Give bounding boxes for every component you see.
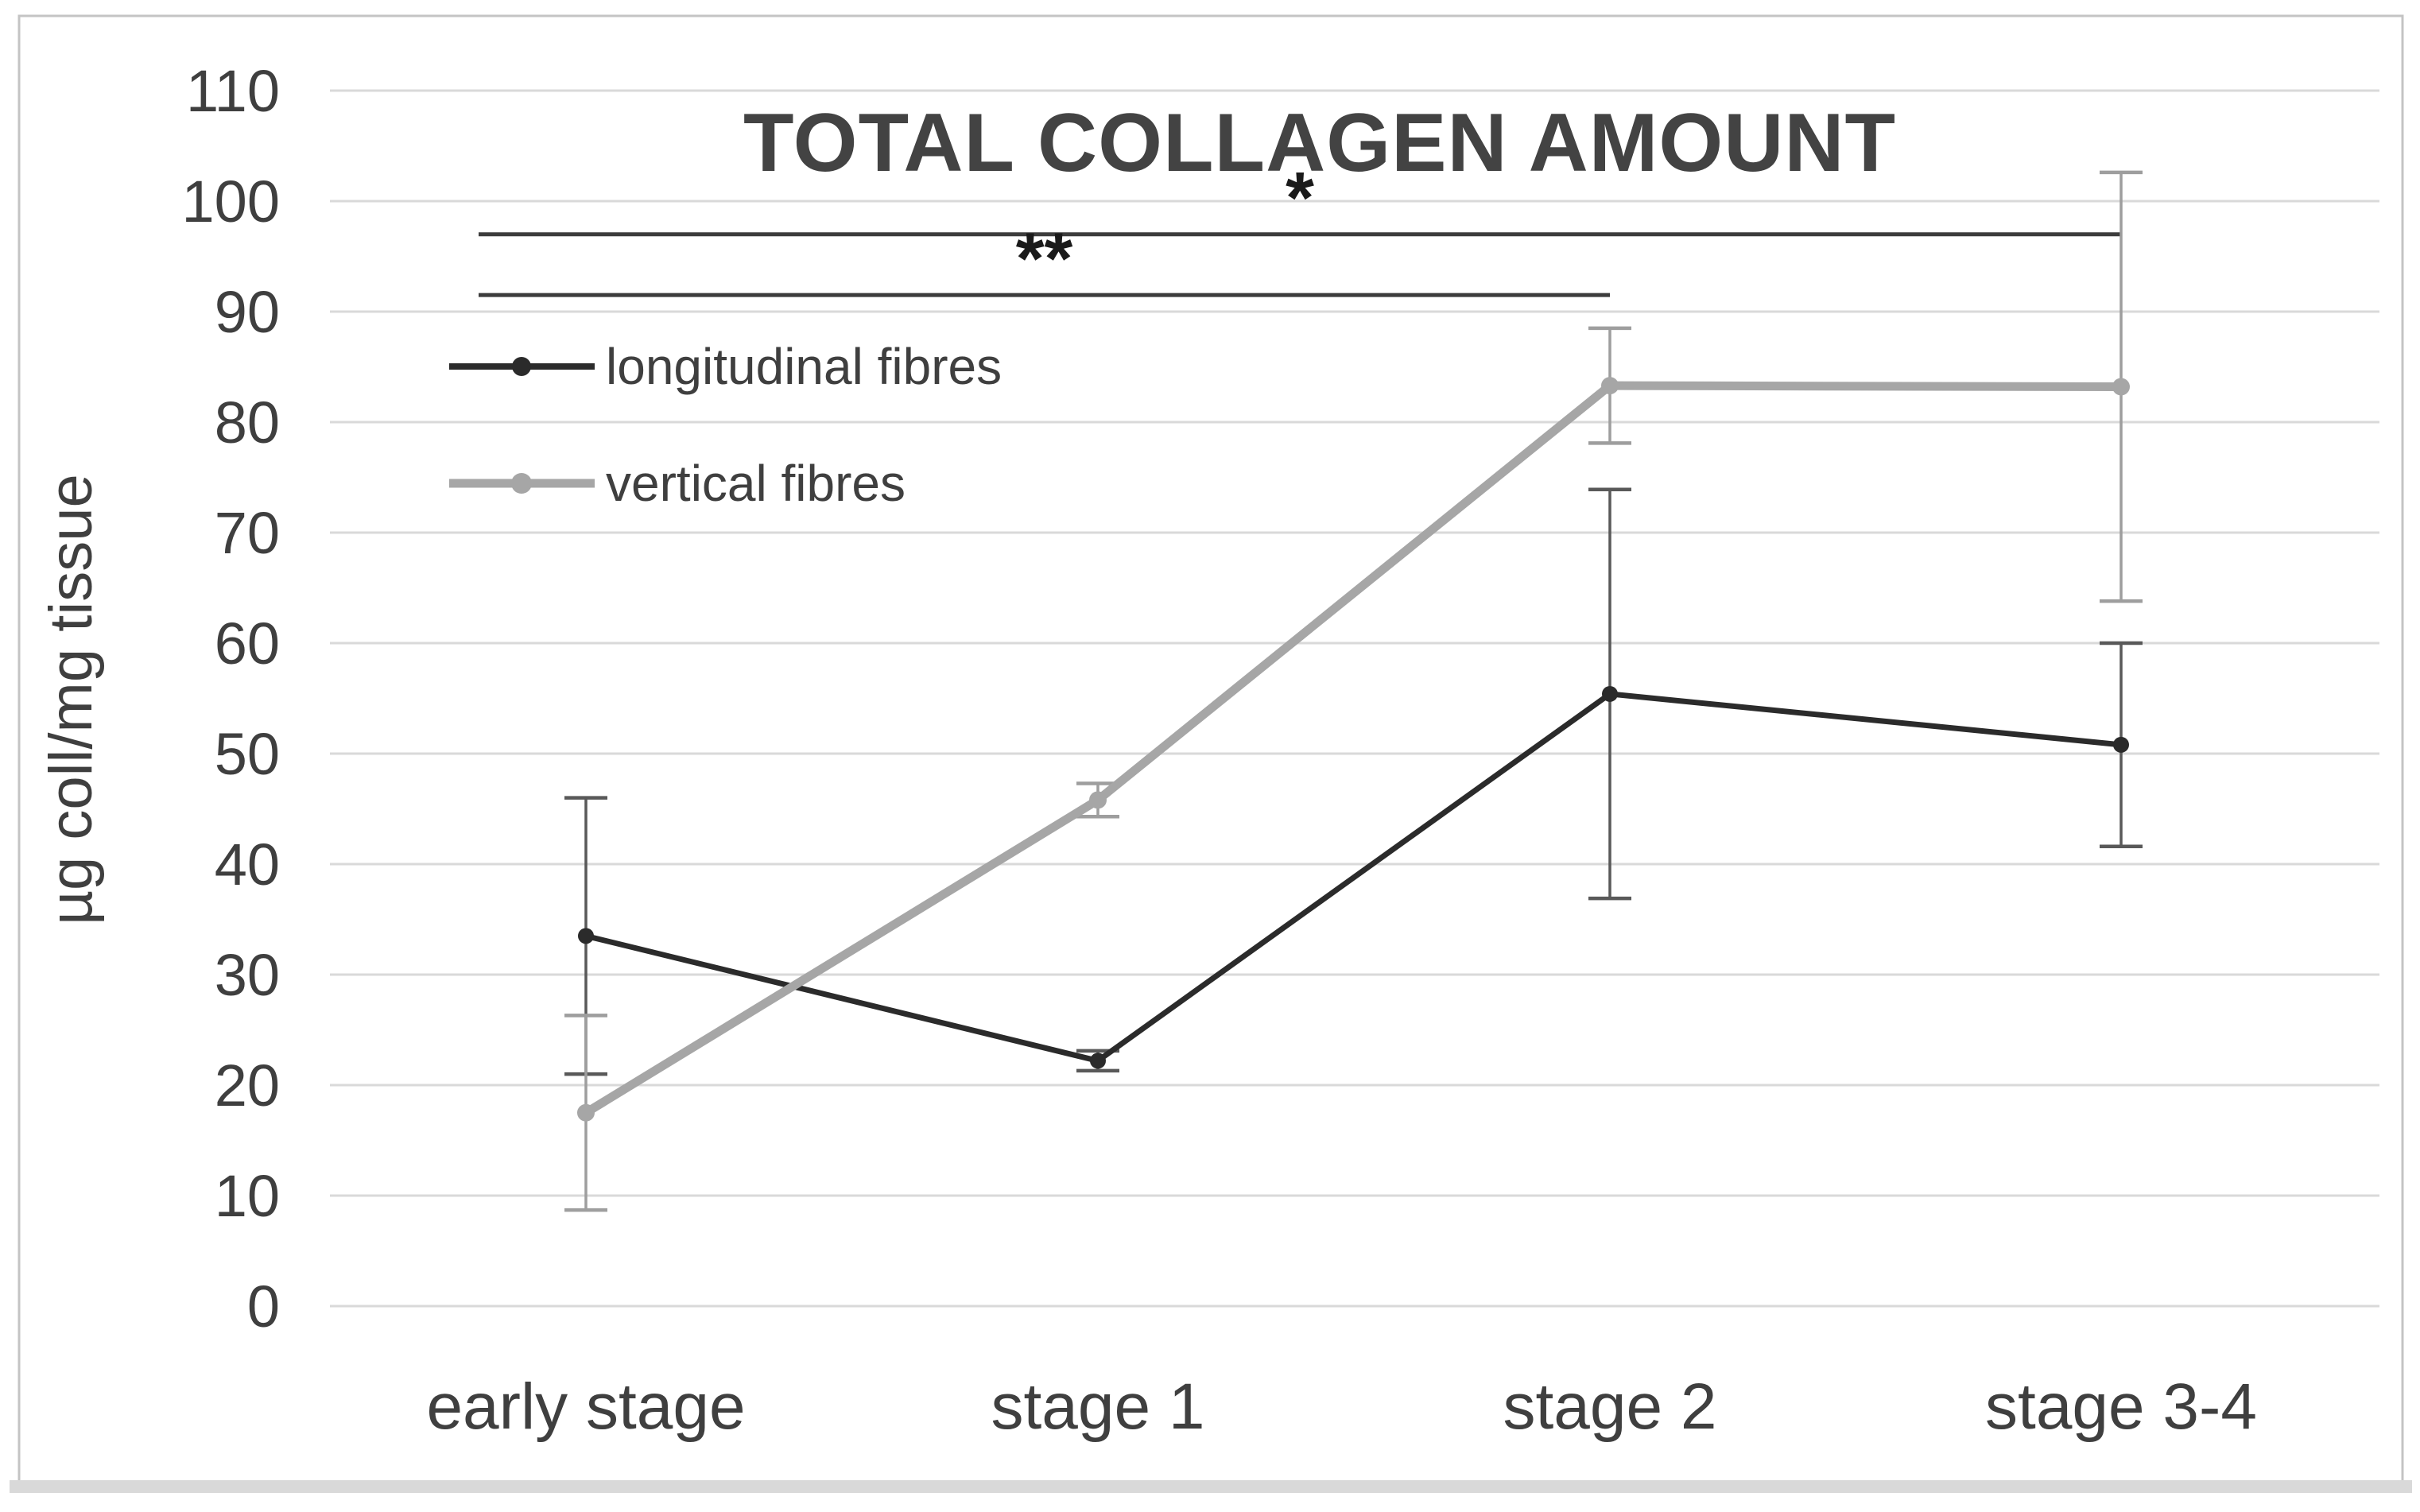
y-tick-label-10: 10 <box>215 1163 280 1229</box>
legend: longitudinal fibres vertical fibres <box>449 338 1002 512</box>
y-tick-label-20: 20 <box>215 1053 280 1118</box>
x-tick-label-early-stage: early stage <box>426 1370 745 1443</box>
series-line-longitudinal <box>585 691 2122 1064</box>
significance-annotations-layer: *** <box>479 158 2121 300</box>
error-bars-layer <box>564 170 2143 1212</box>
y-axis-title: µg coll/mg tissue <box>37 474 105 925</box>
data-point-vertical-stage-3-4 <box>2112 378 2130 396</box>
data-point-longitudinal-stage-3-4 <box>2113 736 2129 753</box>
y-tick-label-80: 80 <box>215 390 280 456</box>
data-point-vertical-stage-2 <box>1601 377 1619 395</box>
y-tick-label-110: 110 <box>186 58 280 124</box>
data-point-longitudinal-stage-1 <box>1090 1053 1106 1069</box>
y-tick-label-90: 90 <box>215 279 280 345</box>
x-tick-label-stage-2: stage 2 <box>1503 1370 1717 1443</box>
gridlines-layer <box>330 89 2379 1308</box>
data-point-longitudinal-early-stage <box>578 928 594 944</box>
y-tick-label-70: 70 <box>215 500 280 566</box>
y-tick-label-30: 30 <box>215 942 280 1008</box>
significance-label-1: * <box>1286 158 1314 239</box>
legend-item-vertical: vertical fibres <box>449 455 906 512</box>
figure-bottom-strip <box>10 1480 2412 1493</box>
x-tick-label-stage-1: stage 1 <box>991 1370 1205 1443</box>
y-tick-label-40: 40 <box>215 832 280 898</box>
data-point-vertical-early-stage <box>577 1103 595 1122</box>
axis-labels-layer: 0 10 20 30 40 50 60 70 80 90 100 110 early stage stag… <box>182 58 2257 1443</box>
data-series-layer <box>577 377 2130 1122</box>
legend-marker-vertical <box>511 473 532 494</box>
chart-title: TOTAL COLLAGEN AMOUNT <box>743 97 1896 189</box>
series-line-vertical <box>584 381 2122 1117</box>
y-tick-label-60: 60 <box>215 611 280 677</box>
y-tick-label-100: 100 <box>182 169 280 235</box>
legend-label-vertical: vertical fibres <box>606 455 906 512</box>
significance-label-2: ** <box>1016 219 1073 300</box>
legend-item-longitudinal: longitudinal fibres <box>449 338 1002 395</box>
x-tick-label-stage-3-4: stage 3-4 <box>1985 1370 2257 1443</box>
data-point-vertical-stage-1 <box>1089 791 1107 809</box>
legend-marker-longitudinal <box>512 357 531 376</box>
y-tick-label-0: 0 <box>247 1274 280 1339</box>
data-point-longitudinal-stage-2 <box>1602 685 1618 702</box>
y-tick-label-50: 50 <box>215 721 280 787</box>
legend-label-longitudinal: longitudinal fibres <box>606 338 1002 395</box>
